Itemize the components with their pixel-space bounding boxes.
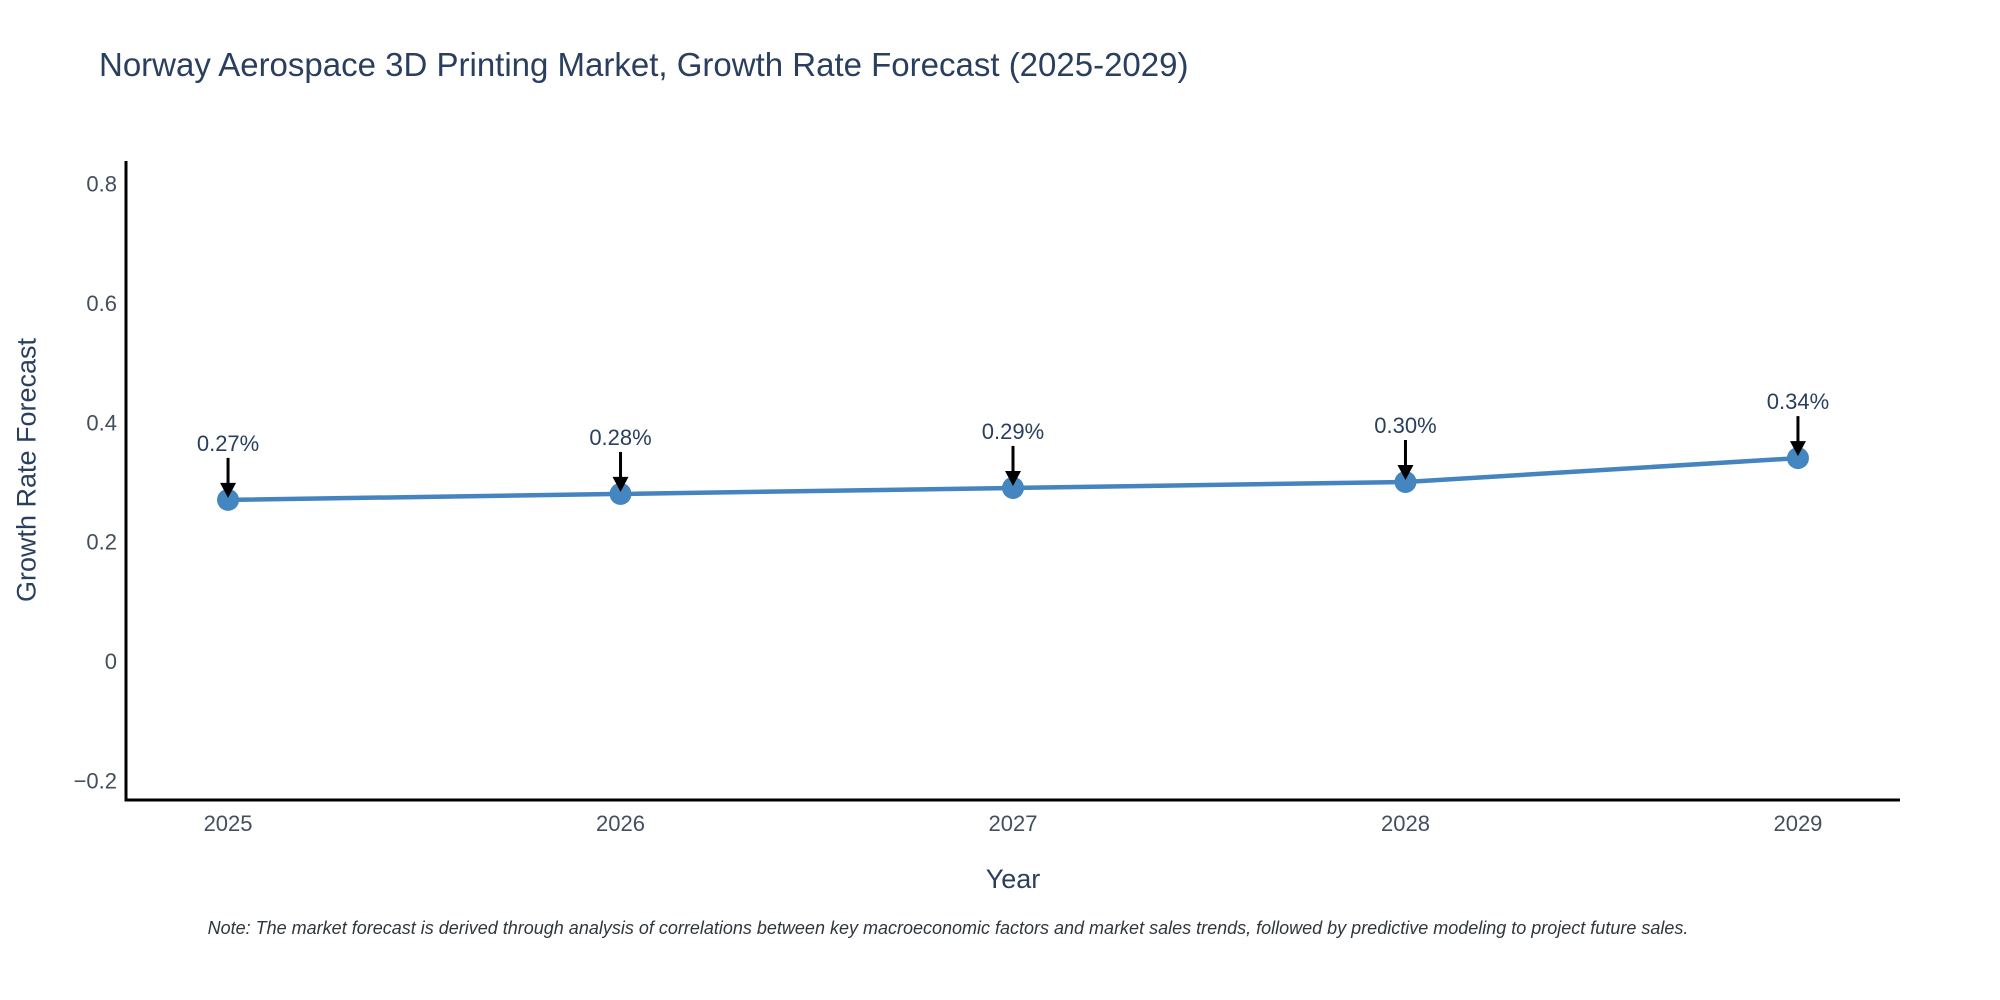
point-value-label: 0.29% [982,419,1044,444]
y-tick-label: 0.2 [86,530,117,555]
point-value-label: 0.28% [589,425,651,450]
x-tick-label: 2029 [1773,811,1822,836]
annotation-arrowhead [1005,470,1021,486]
data-point [1002,476,1024,499]
y-tick-label: 0.4 [86,410,117,435]
x-tick-label: 2027 [989,811,1038,836]
y-tick-label: −0.2 [74,768,117,793]
y-tick-label: 0 [105,649,117,674]
x-tick-label: 2028 [1381,811,1430,836]
x-tick-label: 2025 [204,811,253,836]
annotation-arrowhead [1397,464,1414,480]
data-point [217,488,240,511]
x-axis-title: Year [985,864,1041,894]
data-point [1786,447,1809,470]
data-point [1394,470,1417,493]
chart-note: Note: The market forecast is derived thr… [207,918,1689,938]
annotation-arrowhead [1789,441,1806,457]
point-value-label: 0.34% [1767,389,1829,414]
chart-title: Norway Aerospace 3D Printing Market, Gro… [99,46,1189,83]
data-point [609,482,632,505]
point-value-label: 0.27% [197,431,259,456]
y-axis-title: Growth Rate Forecast [11,337,42,603]
x-tick-label: 2026 [596,811,645,836]
annotation-arrowhead [612,476,629,492]
annotation-arrowhead [220,482,237,498]
y-tick-label: 0.6 [86,291,117,316]
y-tick-label: 0.8 [86,172,117,197]
point-value-label: 0.30% [1374,413,1436,438]
